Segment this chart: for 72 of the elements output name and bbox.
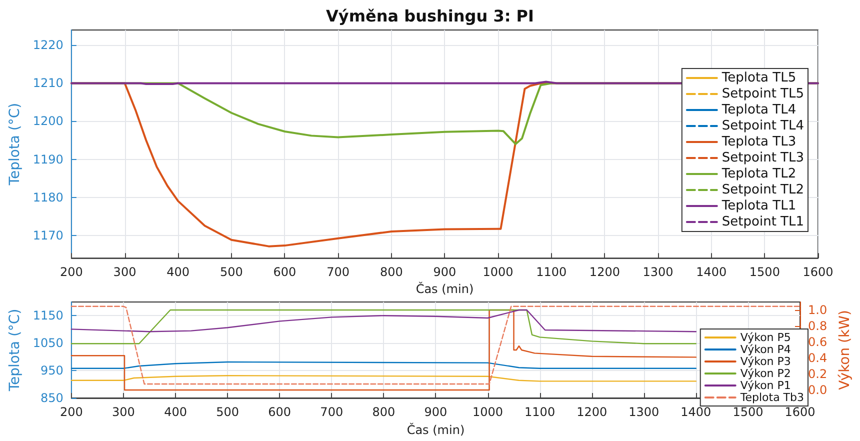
y-tick-label: 1200 [32, 114, 64, 128]
x-tick-label: 1200 [576, 405, 608, 419]
chart-title: Výměna bushingu 3: PI [326, 6, 534, 26]
y2-tick-label: 0.4 [808, 351, 828, 365]
y-axis-title: Teplota (°C) [7, 308, 23, 392]
legend-label: Setpoint TL5 [722, 86, 804, 102]
legend-label: Setpoint TL2 [722, 182, 804, 198]
legend-label: Teplota TL4 [720, 102, 796, 118]
x-tick-label: 1100 [524, 405, 556, 419]
x-tick-label: 1000 [472, 405, 504, 419]
y2-tick-label: 1.0 [808, 303, 828, 317]
x-tick-label: 800 [372, 405, 396, 419]
x-tick-label: 1600 [784, 405, 816, 419]
y-tick-label: 1170 [32, 228, 64, 242]
line-series [70, 361, 697, 369]
y-tick-label: 1050 [32, 336, 64, 350]
legend-label: Výkon P1 [740, 379, 791, 392]
x-tick-label: 600 [273, 265, 296, 280]
x-tick-label: 700 [320, 405, 344, 419]
legend-label: Setpoint TL3 [722, 150, 804, 166]
legend-label: Teplota Tb3 [739, 391, 804, 404]
x-tick-label: 200 [60, 265, 83, 280]
y-tick-label: 1180 [32, 190, 64, 204]
x-tick-label: 1300 [628, 405, 660, 419]
legend-label: Výkon P4 [740, 343, 791, 356]
x-tick-label: 300 [113, 265, 136, 280]
y-tick-label: 950 [40, 364, 64, 378]
y-tick-label: 1210 [32, 76, 64, 90]
y2-tick-label: 0.8 [808, 319, 828, 333]
y2-tick-label: 0.0 [808, 383, 828, 397]
y-tick-label: 1190 [32, 152, 64, 166]
x-tick-label: 1300 [642, 265, 674, 280]
y2-axis-title: Výkon (kW) [837, 310, 853, 390]
y2-tick-label: 0.6 [808, 335, 828, 349]
x-tick-label: 500 [216, 405, 240, 419]
legend-label: Teplota TL2 [720, 166, 796, 182]
line-series [70, 309, 697, 344]
legend-label: Teplota TL1 [720, 198, 796, 214]
y2-tick-label: 0.2 [808, 367, 828, 381]
x-tick-label: 1400 [680, 405, 712, 419]
x-tick-label: 1000 [482, 265, 514, 280]
line-series [70, 309, 697, 391]
x-tick-label: 700 [326, 265, 350, 280]
line-series [70, 309, 697, 332]
x-tick-label: 600 [268, 405, 292, 419]
legend-label: Výkon P2 [740, 367, 791, 380]
x-tick-label: 900 [433, 265, 456, 280]
x-tick-label: 1100 [536, 265, 567, 280]
y-tick-label: 850 [40, 391, 64, 405]
legend-label: Teplota TL3 [720, 134, 796, 150]
x-tick-label: 1500 [749, 265, 780, 280]
x-tick-label: 200 [60, 405, 83, 419]
legend-label: Teplota TL5 [720, 70, 796, 86]
x-tick-label: 1400 [696, 265, 727, 280]
x-axis-title: Čas (min) [416, 281, 474, 296]
legend-label: Výkon P3 [740, 355, 791, 368]
x-tick-label: 900 [424, 405, 448, 419]
y-axis-title: Teplota (°C) [7, 102, 23, 186]
x-tick-label: 1600 [802, 265, 834, 280]
x-tick-label: 300 [112, 405, 135, 419]
legend-label: Výkon P5 [740, 331, 791, 344]
legend-label: Setpoint TL1 [722, 214, 804, 230]
x-tick-label: 1200 [589, 265, 620, 280]
x-tick-label: 400 [164, 405, 187, 419]
x-tick-label: 1500 [732, 405, 764, 419]
x-tick-label: 800 [380, 265, 403, 280]
legend-label: Setpoint TL4 [722, 118, 804, 134]
y-tick-label: 1150 [32, 308, 64, 323]
x-axis-title: Čas (min) [406, 422, 465, 437]
x-tick-label: 500 [220, 265, 243, 280]
x-tick-label: 400 [166, 265, 190, 280]
y-tick-label: 1220 [32, 38, 64, 52]
